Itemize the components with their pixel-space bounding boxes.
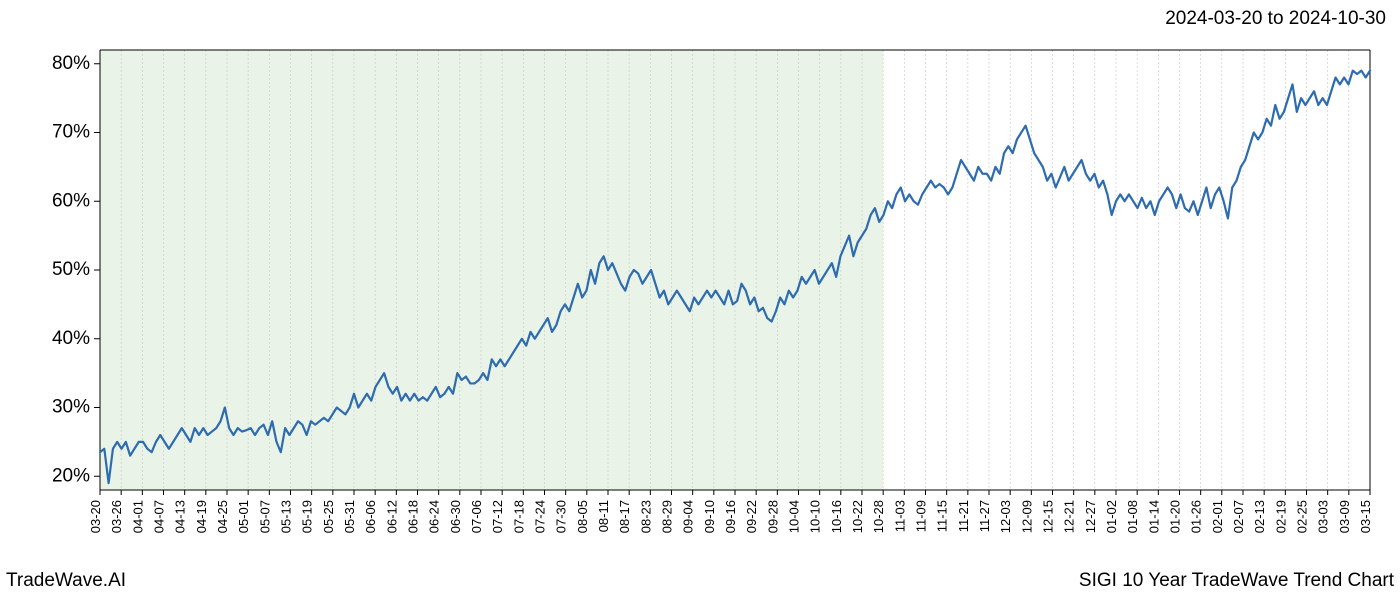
svg-text:02-13: 02-13 (1252, 500, 1267, 533)
svg-text:08-23: 08-23 (638, 500, 653, 533)
svg-text:11-27: 11-27 (977, 500, 992, 532)
svg-text:40%: 40% (52, 328, 90, 349)
svg-text:03-20: 03-20 (88, 500, 103, 533)
svg-text:09-16: 09-16 (723, 500, 738, 533)
svg-text:07-30: 07-30 (554, 500, 569, 533)
svg-text:09-04: 09-04 (681, 500, 696, 533)
svg-text:02-25: 02-25 (1295, 500, 1310, 533)
trend-chart: 20% 30% 40% 50% 60% 70% 80% 03-20 03-26 04-01 04-0… (0, 0, 1400, 600)
svg-text:07-24: 07-24 (533, 500, 548, 533)
svg-text:04-01: 04-01 (130, 500, 145, 533)
svg-text:08-05: 08-05 (575, 500, 590, 533)
svg-text:03-03: 03-03 (1316, 500, 1331, 533)
svg-text:10-28: 10-28 (871, 500, 886, 533)
svg-text:05-31: 05-31 (342, 500, 357, 533)
svg-text:11-09: 11-09 (914, 500, 929, 532)
svg-text:20%: 20% (52, 465, 90, 486)
svg-text:02-07: 02-07 (1231, 500, 1246, 533)
svg-text:04-13: 04-13 (173, 500, 188, 533)
svg-text:11-03: 11-03 (892, 500, 907, 532)
svg-text:04-25: 04-25 (215, 500, 230, 533)
svg-text:08-29: 08-29 (660, 500, 675, 533)
svg-text:11-15: 11-15 (935, 500, 950, 532)
svg-text:01-14: 01-14 (1146, 500, 1161, 533)
svg-text:10-22: 10-22 (850, 500, 865, 533)
svg-text:01-08: 01-08 (1125, 500, 1140, 533)
svg-text:05-13: 05-13 (279, 500, 294, 533)
svg-text:60%: 60% (52, 190, 90, 211)
svg-text:11-21: 11-21 (956, 500, 971, 532)
svg-text:09-10: 09-10 (702, 500, 717, 533)
svg-text:08-17: 08-17 (617, 500, 632, 533)
svg-text:10-16: 10-16 (829, 500, 844, 533)
svg-text:03-15: 03-15 (1358, 500, 1373, 533)
svg-text:08-11: 08-11 (596, 500, 611, 532)
svg-text:12-03: 12-03 (998, 500, 1013, 533)
svg-text:02-01: 02-01 (1210, 500, 1225, 533)
svg-text:05-07: 05-07 (257, 500, 272, 533)
svg-text:07-18: 07-18 (511, 500, 526, 533)
svg-text:05-25: 05-25 (321, 500, 336, 533)
svg-text:06-06: 06-06 (363, 500, 378, 533)
svg-text:01-20: 01-20 (1168, 500, 1183, 533)
svg-text:03-09: 03-09 (1337, 500, 1352, 533)
svg-text:06-24: 06-24 (427, 500, 442, 533)
svg-text:30%: 30% (52, 397, 90, 418)
svg-text:07-12: 07-12 (490, 500, 505, 533)
svg-text:04-07: 04-07 (152, 500, 167, 533)
svg-text:70%: 70% (52, 122, 90, 143)
svg-text:09-28: 09-28 (765, 500, 780, 533)
svg-text:80%: 80% (52, 53, 90, 74)
svg-text:12-27: 12-27 (1083, 500, 1098, 533)
svg-text:50%: 50% (52, 259, 90, 280)
svg-text:03-26: 03-26 (109, 500, 124, 533)
svg-text:05-01: 05-01 (236, 500, 251, 533)
chart-container: 2024-03-20 to 2024-10-30 20%30%40%50%60%… (0, 0, 1400, 600)
svg-text:05-19: 05-19 (300, 500, 315, 533)
svg-text:10-10: 10-10 (808, 500, 823, 533)
svg-text:06-18: 06-18 (406, 500, 421, 533)
svg-text:02-19: 02-19 (1273, 500, 1288, 533)
svg-text:12-09: 12-09 (1019, 500, 1034, 533)
footer-brand: TradeWave.AI (6, 570, 126, 592)
svg-text:12-15: 12-15 (1041, 500, 1056, 533)
svg-text:06-30: 06-30 (448, 500, 463, 533)
svg-text:01-02: 01-02 (1104, 500, 1119, 533)
svg-text:01-26: 01-26 (1189, 500, 1204, 533)
svg-text:06-12: 06-12 (384, 500, 399, 533)
svg-text:12-21: 12-21 (1062, 500, 1077, 533)
svg-text:07-06: 07-06 (469, 500, 484, 533)
svg-text:04-19: 04-19 (194, 500, 209, 533)
footer-title: SIGI 10 Year TradeWave Trend Chart (1079, 570, 1394, 592)
svg-text:10-04: 10-04 (787, 500, 802, 533)
svg-text:09-22: 09-22 (744, 500, 759, 533)
